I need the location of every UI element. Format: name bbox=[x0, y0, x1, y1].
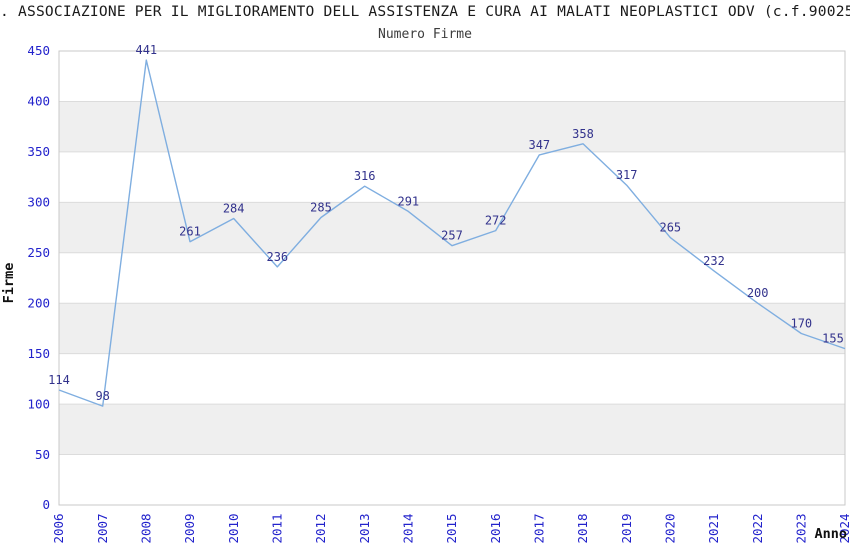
data-point-label: 261 bbox=[179, 225, 201, 239]
x-tick-label: 2013 bbox=[357, 513, 372, 543]
data-point-label: 291 bbox=[397, 194, 419, 208]
x-tick-label: 2015 bbox=[444, 513, 459, 543]
x-tick-label: 2022 bbox=[750, 513, 765, 543]
plot-border bbox=[58, 50, 846, 506]
data-line bbox=[58, 59, 846, 407]
plot-band bbox=[59, 404, 845, 455]
data-point-label: 285 bbox=[310, 200, 332, 214]
x-tick-label: 2008 bbox=[139, 513, 154, 543]
plot-band bbox=[59, 303, 845, 354]
x-tick-label: 2024 bbox=[837, 513, 850, 543]
x-tick-label: 2011 bbox=[270, 513, 285, 543]
x-tick-label: 2014 bbox=[401, 513, 416, 543]
y-tick-label: 200 bbox=[27, 295, 50, 310]
data-point-label: 284 bbox=[223, 201, 245, 215]
data-point-label: 257 bbox=[441, 229, 463, 243]
data-point-label: 236 bbox=[266, 250, 288, 264]
x-tick-label: 2016 bbox=[488, 513, 503, 543]
data-point-label: 316 bbox=[354, 169, 376, 183]
data-point-label: 114 bbox=[48, 373, 70, 387]
x-tick-label: 2023 bbox=[794, 513, 809, 543]
y-tick-label: 450 bbox=[27, 43, 50, 58]
data-point-label: 170 bbox=[790, 316, 812, 330]
x-tick-label: 2018 bbox=[575, 513, 590, 543]
y-tick-label: 300 bbox=[27, 195, 50, 210]
data-point-label: 155 bbox=[822, 332, 844, 346]
y-tick-label: 350 bbox=[27, 144, 50, 159]
x-tick-label: 2020 bbox=[663, 513, 678, 543]
data-point-label: 358 bbox=[572, 127, 594, 141]
chart-subtitle: Numero Firme bbox=[378, 27, 472, 42]
plot-band bbox=[59, 101, 845, 152]
y-axis-title: Firme bbox=[1, 263, 17, 304]
y-tick-label: 50 bbox=[35, 447, 50, 462]
x-tick-label: 2019 bbox=[619, 513, 634, 543]
x-tick-label: 2010 bbox=[226, 513, 241, 543]
x-tick-label: 2007 bbox=[95, 513, 110, 543]
data-point-label: 272 bbox=[485, 214, 507, 228]
y-tick-label: 150 bbox=[27, 346, 50, 361]
data-point-label: 265 bbox=[659, 221, 681, 235]
data-point-label: 200 bbox=[747, 286, 769, 300]
x-tick-label: 2017 bbox=[532, 513, 547, 543]
x-tick-label: 2021 bbox=[706, 513, 721, 543]
x-tick-label: 2012 bbox=[313, 513, 328, 543]
y-tick-label: 250 bbox=[27, 245, 50, 260]
chart-title: . ASSOCIAZIONE PER IL MIGLIORAMENTO DELL… bbox=[0, 3, 850, 20]
data-point-label: 317 bbox=[616, 168, 638, 182]
x-tick-label: 2006 bbox=[51, 513, 66, 543]
y-tick-label: 0 bbox=[42, 497, 50, 512]
x-axis-title: Anno bbox=[814, 526, 847, 542]
x-tick-label: 2009 bbox=[182, 513, 197, 543]
y-tick-label: 100 bbox=[27, 396, 50, 411]
data-point-label: 347 bbox=[528, 138, 550, 152]
data-point-label: 232 bbox=[703, 254, 725, 268]
plot-band bbox=[59, 202, 845, 253]
data-point-label: 98 bbox=[95, 389, 109, 403]
data-point-label: 441 bbox=[135, 43, 157, 57]
y-tick-label: 400 bbox=[27, 94, 50, 109]
